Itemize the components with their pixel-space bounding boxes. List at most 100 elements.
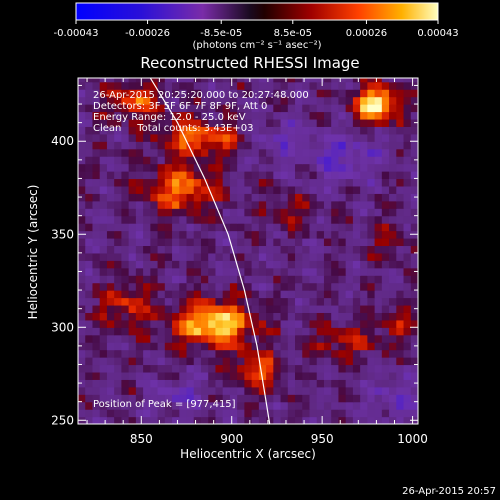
heatmap-cell — [200, 237, 209, 247]
heatmap-cell — [302, 364, 311, 373]
heatmap-cell — [106, 78, 115, 83]
heatmap-cell — [316, 118, 325, 127]
heatmap-cell — [222, 223, 231, 232]
heatmap-cell — [150, 178, 159, 187]
heatmap-cell — [287, 379, 296, 388]
heatmap-cell — [215, 394, 224, 403]
heatmap-cell — [374, 245, 383, 254]
heatmap-cell — [237, 156, 245, 165]
heatmap-cell — [396, 275, 405, 284]
heatmap-cell — [360, 282, 368, 291]
heatmap-cell — [200, 371, 209, 380]
heatmap-cell — [367, 148, 376, 157]
heatmap-cell — [367, 141, 376, 150]
heatmap-cell — [280, 319, 289, 328]
heatmap-cell — [114, 401, 122, 410]
heatmap-cell — [215, 379, 224, 388]
heatmap-cell — [135, 118, 144, 127]
heatmap-cell — [316, 148, 325, 157]
heatmap-cell — [121, 178, 130, 187]
heatmap-cell — [85, 141, 94, 150]
annotation-detectors: Detectors: 3F 5F 6F 7F 8F 9F, Att 0 — [93, 101, 267, 112]
heatmap-cell — [179, 89, 188, 98]
heatmap-cell — [164, 193, 173, 202]
heatmap-cell — [396, 267, 405, 276]
heatmap-cell — [345, 223, 354, 232]
heatmap-cell — [396, 416, 405, 424]
heatmap-cell — [309, 111, 318, 120]
heatmap-cell — [396, 208, 405, 217]
heatmap-cell — [172, 342, 180, 351]
heatmap-cell — [352, 304, 361, 313]
heatmap-cell — [179, 319, 188, 328]
heatmap-cell — [128, 215, 137, 224]
heatmap-cell — [338, 349, 347, 358]
heatmap-cell — [331, 215, 340, 224]
heatmap-cell — [367, 379, 376, 388]
heatmap-cell — [78, 148, 86, 157]
heatmap-cell — [157, 304, 166, 313]
heatmap-cell — [150, 312, 159, 321]
heatmap-cell — [78, 394, 86, 403]
heatmap-cell — [410, 78, 418, 83]
heatmap-cell — [302, 171, 311, 180]
heatmap-cell — [280, 208, 289, 217]
heatmap-cell — [389, 230, 397, 239]
heatmap-cell — [381, 78, 390, 83]
heatmap-cell — [222, 334, 231, 343]
heatmap-cell — [273, 409, 282, 418]
heatmap-cell — [323, 237, 332, 247]
heatmap-cell — [135, 409, 144, 418]
heatmap-cell — [295, 334, 303, 343]
heatmap-cell — [403, 260, 412, 269]
heatmap-cell — [367, 297, 376, 306]
heatmap-cell — [367, 371, 376, 380]
heatmap-cell — [352, 104, 361, 113]
heatmap-cell — [331, 141, 340, 150]
heatmap-cell — [135, 371, 144, 380]
heatmap-cell — [193, 245, 202, 254]
heatmap-cell — [410, 171, 418, 180]
heatmap-cell — [78, 245, 86, 254]
heatmap-cell — [352, 81, 361, 90]
heatmap-cell — [360, 275, 368, 284]
heatmap-cell — [338, 96, 347, 105]
heatmap-cell — [186, 252, 195, 261]
heatmap-cell — [352, 185, 361, 194]
heatmap-cell — [179, 237, 188, 247]
heatmap-cell — [338, 156, 347, 165]
heatmap-cell — [193, 163, 202, 172]
heatmap-cell — [316, 133, 325, 142]
heatmap-cell — [360, 141, 368, 150]
heatmap-cell — [266, 312, 274, 321]
heatmap-cell — [280, 312, 289, 321]
heatmap-cell — [396, 81, 405, 90]
heatmap-cell — [99, 163, 108, 172]
heatmap-cell — [200, 171, 209, 180]
heatmap-cell — [78, 208, 86, 217]
heatmap-cell — [352, 230, 361, 239]
heatmap-cell — [302, 230, 311, 239]
heatmap-cell — [374, 185, 383, 194]
heatmap-cell — [157, 342, 166, 351]
heatmap-cell — [280, 416, 289, 424]
heatmap-cell — [179, 304, 188, 313]
heatmap-cell — [106, 334, 115, 343]
heatmap-cell — [309, 193, 318, 202]
heatmap-cell — [360, 78, 368, 83]
heatmap-cell — [208, 96, 217, 105]
heatmap-cell — [287, 401, 296, 410]
heatmap-cell — [295, 260, 303, 269]
heatmap-cell — [251, 230, 260, 239]
heatmap-cell — [200, 141, 209, 150]
heatmap-cell — [150, 394, 159, 403]
heatmap-cell — [381, 163, 390, 172]
heatmap-cell — [85, 193, 94, 202]
heatmap-cell — [367, 357, 376, 366]
heatmap-cell — [338, 171, 347, 180]
heatmap-cell — [360, 89, 368, 98]
heatmap-cell — [222, 260, 231, 269]
heatmap-cell — [273, 185, 282, 194]
heatmap-cell — [331, 386, 340, 395]
